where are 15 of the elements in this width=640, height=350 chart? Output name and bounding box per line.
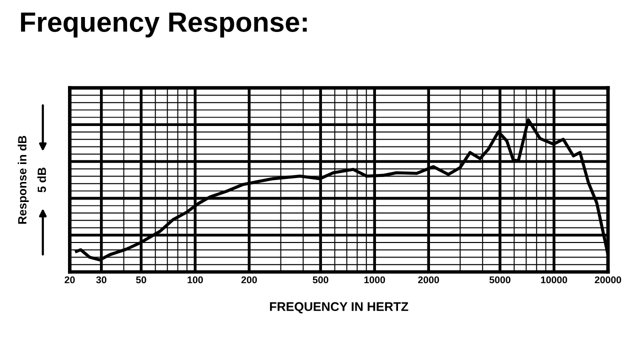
text: 5 dB [37,168,46,192]
x-tick-label: 1000 [364,276,385,284]
y-axis-title: Response in dB [18,136,29,224]
x-tick-label: 100 [188,276,203,284]
x-tick-label: 20 [64,276,75,284]
x-tick-label: 10000 [541,276,568,284]
x-tick-label: 50 [136,276,146,284]
x-tick-label: 2000 [418,276,440,284]
x-axis-title: FREQUENCY IN HERTZ [270,302,408,314]
x-tick-label: 20000 [594,276,622,284]
x-tick-label: 30 [96,276,106,284]
x-tick-label: 500 [312,276,328,284]
x-tick-label: 5000 [489,276,510,284]
x-tick-label: 200 [241,276,257,284]
chart-title: Frequency Response: [21,12,307,38]
